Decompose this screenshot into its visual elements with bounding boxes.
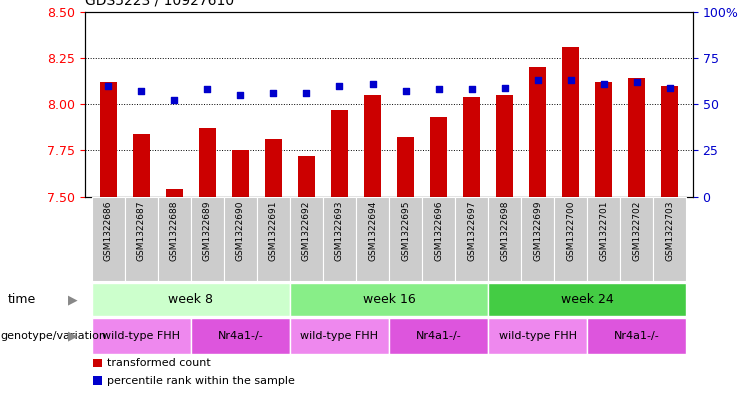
Bar: [521, 196, 554, 281]
Bar: [290, 196, 323, 281]
Text: Nr4a1-/-: Nr4a1-/-: [416, 331, 462, 341]
Text: week 24: week 24: [561, 293, 614, 306]
Bar: [554, 196, 587, 281]
Bar: [199, 128, 216, 196]
Point: [301, 90, 313, 96]
Point: [234, 92, 246, 98]
Bar: [100, 82, 116, 196]
Bar: [365, 95, 381, 196]
Bar: [331, 110, 348, 196]
Bar: [389, 318, 488, 354]
Bar: [596, 82, 612, 196]
Point: [532, 77, 544, 83]
Bar: [488, 283, 686, 316]
Point: [367, 81, 379, 87]
Text: GSM1322691: GSM1322691: [269, 201, 278, 261]
Text: GSM1322700: GSM1322700: [566, 201, 575, 261]
Text: GSM1322701: GSM1322701: [599, 201, 608, 261]
Text: GSM1322694: GSM1322694: [368, 201, 377, 261]
Bar: [224, 196, 257, 281]
Bar: [389, 196, 422, 281]
Bar: [92, 318, 191, 354]
Bar: [265, 139, 282, 196]
Text: GSM1322686: GSM1322686: [104, 201, 113, 261]
Bar: [290, 318, 389, 354]
Point: [399, 88, 411, 94]
Bar: [662, 86, 678, 196]
Text: transformed count: transformed count: [107, 358, 211, 368]
Bar: [455, 196, 488, 281]
Text: time: time: [7, 293, 36, 306]
Text: GSM1322692: GSM1322692: [302, 201, 311, 261]
Text: wild-type FHH: wild-type FHH: [301, 331, 379, 341]
Text: GSM1322693: GSM1322693: [335, 201, 344, 261]
Bar: [654, 196, 686, 281]
Bar: [92, 196, 124, 281]
Bar: [257, 196, 290, 281]
Text: Nr4a1-/-: Nr4a1-/-: [218, 331, 263, 341]
Text: week 8: week 8: [168, 293, 213, 306]
Bar: [587, 196, 620, 281]
Text: GSM1322698: GSM1322698: [500, 201, 509, 261]
Point: [565, 77, 576, 83]
Bar: [191, 318, 290, 354]
Point: [499, 84, 511, 91]
Text: GSM1322690: GSM1322690: [236, 201, 245, 261]
Text: GDS5223 / 10927610: GDS5223 / 10927610: [85, 0, 234, 8]
Bar: [232, 150, 249, 196]
Text: GSM1322702: GSM1322702: [632, 201, 641, 261]
Bar: [166, 189, 182, 196]
Text: GSM1322688: GSM1322688: [170, 201, 179, 261]
Bar: [628, 78, 645, 196]
Point: [168, 97, 180, 104]
Point: [202, 86, 213, 92]
Bar: [124, 196, 158, 281]
Text: GSM1322697: GSM1322697: [467, 201, 476, 261]
Bar: [463, 97, 480, 196]
Point: [136, 88, 147, 94]
Text: ▶: ▶: [68, 293, 78, 306]
Bar: [620, 196, 654, 281]
Text: wild-type FHH: wild-type FHH: [499, 331, 576, 341]
Point: [465, 86, 477, 92]
Text: week 16: week 16: [362, 293, 416, 306]
Bar: [529, 67, 546, 196]
Point: [664, 84, 676, 91]
Bar: [431, 117, 447, 196]
Text: ▶: ▶: [68, 329, 78, 343]
Bar: [488, 318, 587, 354]
Point: [268, 90, 279, 96]
Text: GSM1322703: GSM1322703: [665, 201, 674, 261]
Bar: [422, 196, 455, 281]
Bar: [397, 138, 413, 196]
Point: [433, 86, 445, 92]
Bar: [356, 196, 389, 281]
Text: GSM1322687: GSM1322687: [137, 201, 146, 261]
Bar: [496, 95, 513, 196]
Bar: [290, 283, 488, 316]
Point: [102, 83, 114, 89]
Text: GSM1322699: GSM1322699: [533, 201, 542, 261]
Bar: [158, 196, 191, 281]
Text: GSM1322696: GSM1322696: [434, 201, 443, 261]
Point: [333, 83, 345, 89]
Text: genotype/variation: genotype/variation: [1, 331, 107, 341]
Point: [598, 81, 610, 87]
Bar: [587, 318, 686, 354]
Bar: [133, 134, 150, 196]
Bar: [298, 156, 315, 196]
Point: [631, 79, 642, 85]
Bar: [92, 283, 290, 316]
Text: percentile rank within the sample: percentile rank within the sample: [107, 376, 296, 386]
Text: GSM1322689: GSM1322689: [203, 201, 212, 261]
Bar: [488, 196, 521, 281]
Bar: [323, 196, 356, 281]
Text: wild-type FHH: wild-type FHH: [102, 331, 180, 341]
Bar: [191, 196, 224, 281]
Text: Nr4a1-/-: Nr4a1-/-: [614, 331, 659, 341]
Bar: [562, 47, 579, 196]
Text: GSM1322695: GSM1322695: [401, 201, 410, 261]
